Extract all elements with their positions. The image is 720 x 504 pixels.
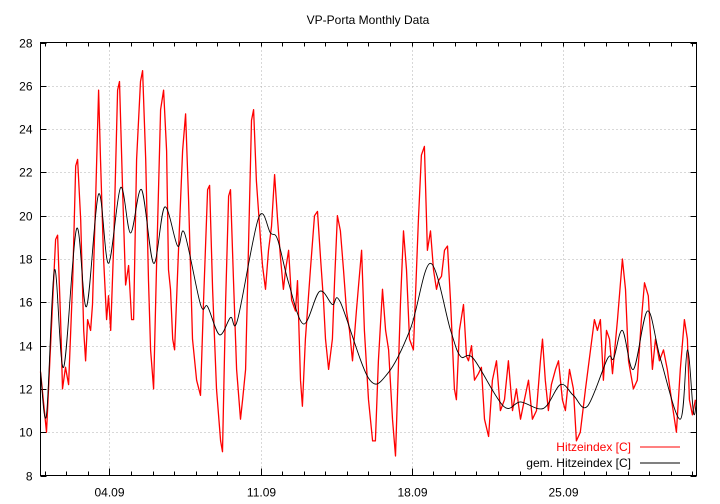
- chart-title: VP-Porta Monthly Data: [307, 13, 430, 27]
- axis-ticks: 8 10 12 14 16 18 20 22 24 26 28 04.09 11.09 18.09 25.0…: [19, 37, 697, 500]
- y-tick-label: 24: [19, 123, 33, 137]
- x-tick-label: 11.09: [247, 486, 276, 500]
- x-tick-label: 04.09: [94, 486, 124, 500]
- series-layer: [39, 69, 697, 457]
- x-tick-label: 18.09: [397, 486, 427, 500]
- y-tick-label: 12: [19, 383, 33, 397]
- y-tick-label: 18: [19, 253, 33, 267]
- y-tick-label: 22: [19, 166, 33, 180]
- y-tick-label: 10: [19, 426, 33, 440]
- series-line-gem-hitzeindex: [40, 187, 697, 420]
- plot-frame: [40, 42, 697, 476]
- y-tick-label: 14: [19, 340, 33, 354]
- legend-label-gem-hitzeindex: gem. Hitzeindex [C]: [526, 456, 631, 470]
- y-tick-label: 8: [26, 470, 33, 484]
- series-line-hitzeindex: [39, 69, 697, 457]
- legend-label-hitzeindex: Hitzeindex [C]: [556, 440, 631, 454]
- y-tick-label: 16: [19, 296, 33, 310]
- x-tick-label: 25.09: [548, 486, 578, 500]
- y-tick-label: 28: [19, 37, 33, 51]
- y-tick-label: 26: [19, 80, 33, 94]
- legend: Hitzeindex [C] gem. Hitzeindex [C]: [526, 440, 680, 470]
- y-tick-label: 20: [19, 210, 33, 224]
